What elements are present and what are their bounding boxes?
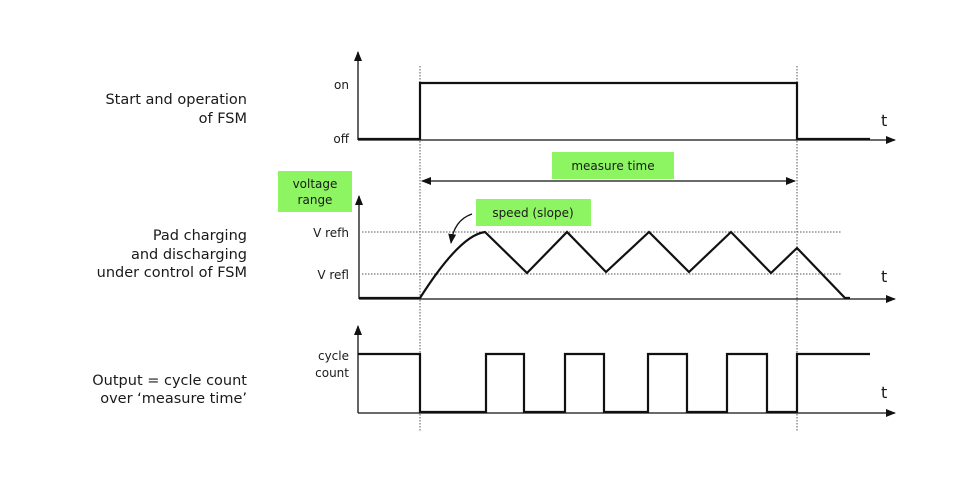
row3-label-line2: over ‘measure time’ (100, 391, 247, 407)
speed-label: speed (slope) (492, 206, 573, 220)
row1-label-line1: Start and operation (105, 92, 247, 108)
row2-label-line1: Pad charging (153, 228, 247, 244)
row2-label-line2: and discharging (131, 247, 247, 263)
count-label: count (315, 366, 349, 380)
off-label: off (333, 132, 349, 146)
row1-label-line2: of FSM (199, 111, 247, 127)
voltage-range-line2: range (298, 193, 333, 207)
row2-label-line3: under control of FSM (97, 265, 247, 281)
cycle-count-signal (358, 352, 870, 414)
vrefl-label: V refl (317, 268, 349, 282)
pad-voltage-signal (359, 230, 850, 300)
measure-time-label: measure time (571, 159, 654, 173)
cycle-label: cycle (318, 349, 349, 363)
row1-t-label: t (881, 111, 887, 130)
row3-t-label: t (881, 383, 887, 402)
on-label: on (334, 78, 349, 92)
voltage-range-callout (278, 171, 352, 212)
measure-time-callout (552, 152, 674, 179)
speed-callout (476, 199, 591, 226)
speed-pointer-arrow (448, 213, 473, 244)
vrefh-label: V refh (313, 226, 349, 240)
fsm-signal (358, 81, 870, 141)
row2-t-label: t (881, 267, 887, 286)
row3-label-line1: Output = cycle count (92, 373, 247, 389)
voltage-range-line1: voltage (293, 177, 338, 191)
